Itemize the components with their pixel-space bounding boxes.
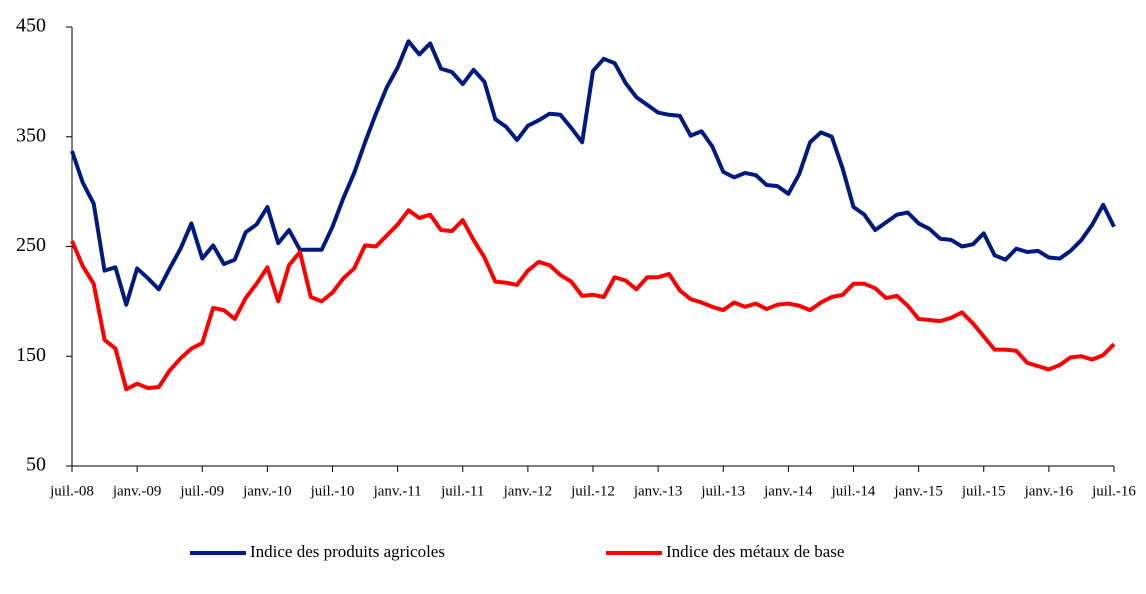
x-tick-label: juil.-13: [700, 483, 745, 499]
x-tick-label: juil.-12: [570, 483, 615, 499]
x-tick-label: juil.-14: [831, 483, 876, 499]
x-tick-label: juil.-09: [179, 483, 224, 499]
x-tick-label: janv.-16: [1024, 483, 1074, 499]
x-tick-label: juil.-10: [310, 483, 355, 499]
x-tick-label: janv.-10: [242, 483, 292, 499]
y-tick-label: 450: [16, 15, 46, 37]
legend-label: Indice des métaux de base: [666, 542, 844, 561]
x-tick-label: janv.-13: [633, 483, 683, 499]
x-tick-label: janv.-09: [112, 483, 162, 499]
series-line: [70, 39, 1116, 307]
series-line: [70, 208, 1116, 392]
y-tick-label: 50: [26, 454, 46, 476]
x-tick-label: janv.-14: [763, 483, 813, 499]
x-tick-label: janv.-12: [503, 483, 553, 499]
x-tick-label: juil.-15: [961, 483, 1006, 499]
y-tick-label: 350: [16, 124, 46, 146]
y-tick-label: 250: [16, 234, 46, 256]
y-tick-label: 150: [16, 344, 46, 366]
x-tick-label: juil.-16: [1091, 483, 1136, 499]
x-tick-label: juil.-11: [440, 483, 484, 499]
x-tick-label: janv.-15: [893, 483, 943, 499]
legend-label: Indice des produits agricoles: [250, 542, 445, 561]
x-tick-label: juil.-08: [49, 483, 94, 499]
x-tick-label: janv.-11: [373, 483, 422, 499]
